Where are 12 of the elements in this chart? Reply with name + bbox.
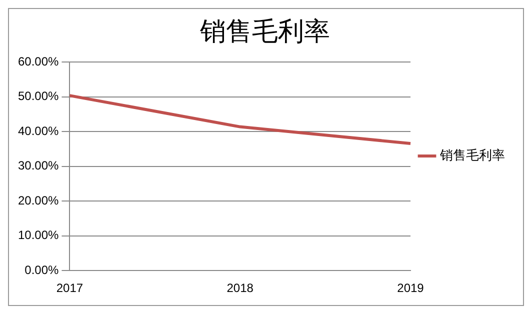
y-tick-label: 60.00% bbox=[18, 54, 60, 69]
y-tick-label: 50.00% bbox=[18, 89, 60, 104]
y-tick-label: 10.00% bbox=[18, 228, 60, 242]
x-tick-label: 2018 bbox=[226, 281, 254, 296]
y-tick-label: 20.00% bbox=[18, 193, 60, 208]
y-tick-label: 0.00% bbox=[24, 262, 60, 277]
y-tick-label: 40.00% bbox=[18, 124, 60, 138]
y-tick-label: 30.00% bbox=[18, 158, 60, 173]
chart-title: 销售毛利率 bbox=[199, 16, 330, 46]
x-tick-label: 2019 bbox=[397, 281, 424, 296]
legend-label: 销售毛利率 bbox=[439, 148, 505, 163]
x-tick-label: 2017 bbox=[56, 281, 84, 296]
